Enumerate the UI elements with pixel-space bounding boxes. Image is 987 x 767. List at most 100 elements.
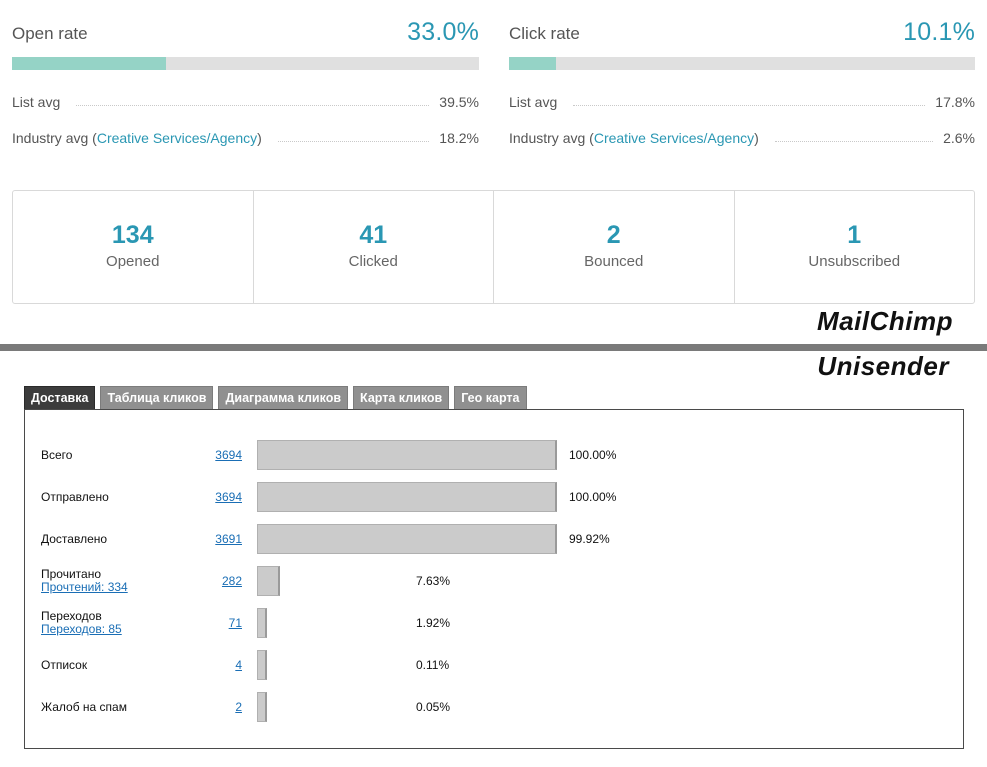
section-divider bbox=[0, 344, 987, 351]
stat-clicked[interactable]: 41 Clicked bbox=[254, 191, 494, 303]
click-rate-label: Click rate bbox=[509, 24, 580, 43]
open-list-avg-value: 39.5% bbox=[439, 94, 479, 110]
dotted-leader bbox=[573, 105, 926, 106]
open-industry-avg-value: 18.2% bbox=[439, 130, 479, 146]
delivery-row-delivered: Доставлено 3691 99.92% bbox=[25, 524, 963, 554]
click-list-avg-row: List avg 17.8% bbox=[509, 90, 975, 110]
click-industry-prefix: Industry avg ( bbox=[509, 130, 594, 146]
click-industry-link[interactable]: Creative Services/Agency bbox=[593, 130, 755, 146]
open-industry-prefix: Industry avg ( bbox=[12, 130, 97, 146]
open-list-avg-label: List avg bbox=[12, 94, 61, 110]
row-label-text: Отправлено bbox=[41, 490, 109, 504]
click-rate-header: Click rate 10.1% bbox=[509, 18, 975, 54]
stat-bounced-value: 2 bbox=[606, 221, 621, 249]
delivery-row-sent: Отправлено 3694 100.00% bbox=[25, 482, 963, 512]
click-rate-value: 10.1% bbox=[903, 18, 975, 46]
stat-bounced-label: Bounced bbox=[584, 253, 644, 270]
click-industry-suffix: ) bbox=[754, 130, 759, 146]
row-label: Всего bbox=[41, 449, 72, 462]
tab-clicks-table[interactable]: Таблица кликов bbox=[100, 386, 214, 409]
open-rate-label: Open rate bbox=[12, 24, 88, 43]
row-sub-link[interactable]: Переходов: 85 bbox=[41, 622, 122, 636]
row-percent: 1.92% bbox=[416, 616, 451, 630]
open-industry-avg-row: Industry avg (Creative Services/Agency) … bbox=[12, 126, 479, 146]
row-count-link[interactable]: 71 bbox=[228, 616, 242, 630]
row-count-link[interactable]: 2 bbox=[235, 700, 242, 714]
dotted-leader bbox=[277, 141, 430, 142]
click-list-avg-label: List avg bbox=[509, 94, 558, 110]
open-rate-bar-fill bbox=[12, 57, 167, 70]
tab-geo-map[interactable]: Гео карта bbox=[454, 386, 527, 409]
row-bar bbox=[257, 440, 557, 470]
stat-unsubscribed[interactable]: 1 Unsubscribed bbox=[735, 191, 975, 303]
row-percent: 0.11% bbox=[416, 658, 450, 672]
click-industry-avg-label: Industry avg (Creative Services/Agency) bbox=[509, 130, 759, 146]
row-count-link[interactable]: 3694 bbox=[215, 490, 242, 504]
stat-unsubscribed-label: Unsubscribed bbox=[808, 253, 901, 270]
row-label-text: Отписок bbox=[41, 658, 88, 672]
row-percent: 99.92% bbox=[569, 532, 610, 546]
tab-delivery[interactable]: Доставка bbox=[24, 386, 96, 409]
row-bar bbox=[257, 650, 267, 680]
open-rate-header: Open rate 33.0% bbox=[12, 18, 479, 54]
click-industry-avg-value: 2.6% bbox=[943, 130, 975, 146]
row-percent: 100.00% bbox=[569, 448, 617, 462]
row-bar bbox=[257, 524, 557, 554]
click-rate-section: Click rate 10.1% List avg 17.8% Industry… bbox=[509, 18, 975, 146]
stat-clicked-value: 41 bbox=[359, 221, 388, 249]
stats-summary: 134 Opened 41 Clicked 2 Bounced 1 Unsubs… bbox=[12, 190, 975, 304]
row-label-text: Переходов bbox=[41, 609, 102, 623]
report-tabs: Доставка Таблица кликов Диаграмма кликов… bbox=[24, 386, 532, 409]
stat-clicked-label: Clicked bbox=[348, 253, 398, 270]
open-industry-avg-label: Industry avg (Creative Services/Agency) bbox=[12, 130, 262, 146]
row-bar bbox=[257, 482, 557, 512]
row-bar bbox=[257, 566, 280, 596]
row-count-link[interactable]: 282 bbox=[221, 574, 242, 588]
row-count-link[interactable]: 3694 bbox=[215, 448, 242, 462]
open-industry-suffix: ) bbox=[257, 130, 262, 146]
delivery-row-clicks: Переходов Переходов: 85 71 1.92% bbox=[25, 608, 963, 638]
click-rate-bar bbox=[509, 57, 975, 70]
row-label-text: Жалоб на спам bbox=[41, 700, 127, 714]
delivery-row-spam: Жалоб на спам 2 0.05% bbox=[25, 692, 963, 722]
stat-bounced[interactable]: 2 Bounced bbox=[494, 191, 735, 303]
stat-opened[interactable]: 134 Opened bbox=[13, 191, 254, 303]
row-sub-link[interactable]: Прочтений: 334 bbox=[41, 580, 128, 594]
row-percent: 7.63% bbox=[416, 574, 451, 588]
row-label-text: Доставлено bbox=[41, 532, 108, 546]
row-label: Переходов Переходов: 85 bbox=[41, 610, 122, 636]
row-count-link[interactable]: 4 bbox=[235, 658, 242, 672]
open-list-avg-row: List avg 39.5% bbox=[12, 90, 479, 110]
open-industry-link[interactable]: Creative Services/Agency bbox=[96, 130, 258, 146]
dotted-leader bbox=[774, 141, 934, 142]
mailchimp-brand-caption: MailChimp bbox=[817, 306, 953, 336]
tab-clicks-map[interactable]: Карта кликов bbox=[353, 386, 450, 409]
row-label: Доставлено bbox=[41, 533, 107, 546]
open-rate-value: 33.0% bbox=[407, 18, 479, 46]
dotted-leader bbox=[76, 105, 430, 106]
row-bar bbox=[257, 692, 267, 722]
row-percent: 100.00% bbox=[569, 490, 617, 504]
open-rate-section: Open rate 33.0% List avg 39.5% Industry … bbox=[12, 18, 479, 146]
open-rate-bar bbox=[12, 57, 479, 70]
click-rate-bar-fill bbox=[509, 57, 557, 70]
row-label: Прочитано Прочтений: 334 bbox=[41, 568, 128, 594]
click-industry-avg-row: Industry avg (Creative Services/Agency) … bbox=[509, 126, 975, 146]
row-label: Отписок bbox=[41, 659, 87, 672]
row-percent: 0.05% bbox=[416, 700, 451, 714]
row-count-link[interactable]: 3691 bbox=[215, 532, 242, 546]
stat-opened-value: 134 bbox=[111, 221, 154, 249]
row-bar bbox=[257, 608, 267, 638]
row-label: Жалоб на спам bbox=[41, 701, 127, 714]
delivery-row-unsubscribes: Отписок 4 0.11% bbox=[25, 650, 963, 680]
stat-opened-label: Opened bbox=[106, 253, 160, 270]
click-list-avg-value: 17.8% bbox=[935, 94, 975, 110]
row-label-text: Прочитано bbox=[41, 567, 101, 581]
stat-unsubscribed-value: 1 bbox=[847, 221, 862, 249]
row-label: Отправлено bbox=[41, 491, 109, 504]
tab-clicks-chart[interactable]: Диаграмма кликов bbox=[218, 386, 349, 409]
delivery-row-read: Прочитано Прочтений: 334 282 7.63% bbox=[25, 566, 963, 596]
unisender-brand-caption: Unisender bbox=[817, 351, 949, 381]
delivery-panel: Всего 3694 100.00% Отправлено 3694 100.0… bbox=[24, 409, 964, 749]
row-label-text: Всего bbox=[41, 448, 73, 462]
